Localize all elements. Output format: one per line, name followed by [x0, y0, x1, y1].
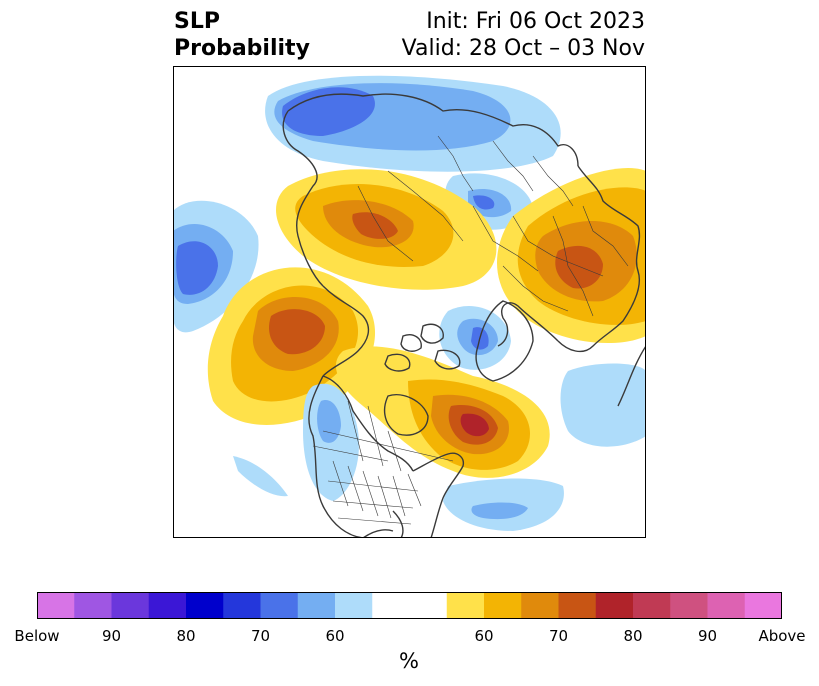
colorbar-units: % [399, 649, 419, 673]
colorbar-tick-label: 60 [474, 627, 494, 645]
anomaly-below-scandinavia [265, 75, 561, 230]
colorbar-tick-label: Below [14, 627, 60, 645]
political-borders [312, 135, 629, 525]
colorbar-cell [37, 592, 75, 619]
colorbar-cell [74, 592, 112, 619]
colorbar-cell [223, 592, 261, 619]
colorbar-cell [335, 592, 373, 619]
title-left: SLP Probability [174, 8, 310, 62]
coastlines [282, 93, 646, 538]
anomaly-above-europe [496, 168, 646, 344]
anomaly-below-arctic-canada [439, 305, 511, 370]
colorbar [37, 592, 782, 619]
title-product: Probability [174, 36, 310, 61]
colorbar-cell [707, 592, 746, 619]
colorbar-cell [111, 592, 150, 619]
colorbar-tick-label: 70 [250, 627, 271, 645]
anomaly-above-eastern-canada [335, 346, 550, 478]
colorbar-cell [186, 592, 224, 619]
colorbar-tick-label: 90 [697, 627, 718, 645]
colorbar-cell [633, 592, 671, 619]
title-right: Init: Fri 06 Oct 2023 Valid: 28 Oct – 03… [402, 8, 645, 62]
colorbar-tick-label: 70 [548, 627, 569, 645]
valid-range: Valid: 28 Oct – 03 Nov [401, 36, 645, 61]
colorbar-cell [670, 592, 708, 619]
colorbar-cell [297, 592, 336, 619]
colorbar-cell [521, 592, 559, 619]
colorbar-cell [446, 592, 485, 619]
colorbar-cell [148, 592, 187, 619]
anomaly-below-central-pacific [233, 363, 646, 531]
colorbar-cell [744, 592, 782, 619]
colorbar-tick-label: 80 [623, 627, 643, 645]
colorbar-cell [558, 592, 597, 619]
colorbar-tick-label: Above [758, 627, 806, 645]
colorbar-cell [372, 592, 448, 619]
title-variable: SLP [174, 9, 220, 34]
colorbar-tick-label: 80 [176, 627, 196, 645]
map-frame [173, 66, 646, 538]
colorbar-cell [595, 592, 634, 619]
colorbar-cell [260, 592, 299, 619]
colorbar-tick-label: 60 [325, 627, 345, 645]
init-date: Init: Fri 06 Oct 2023 [426, 9, 645, 34]
probability-map [173, 66, 646, 538]
colorbar-frame [37, 592, 782, 619]
colorbar-cell [484, 592, 522, 619]
anomaly-above-siberia [276, 169, 497, 290]
colorbar-tick-label: 90 [101, 627, 122, 645]
